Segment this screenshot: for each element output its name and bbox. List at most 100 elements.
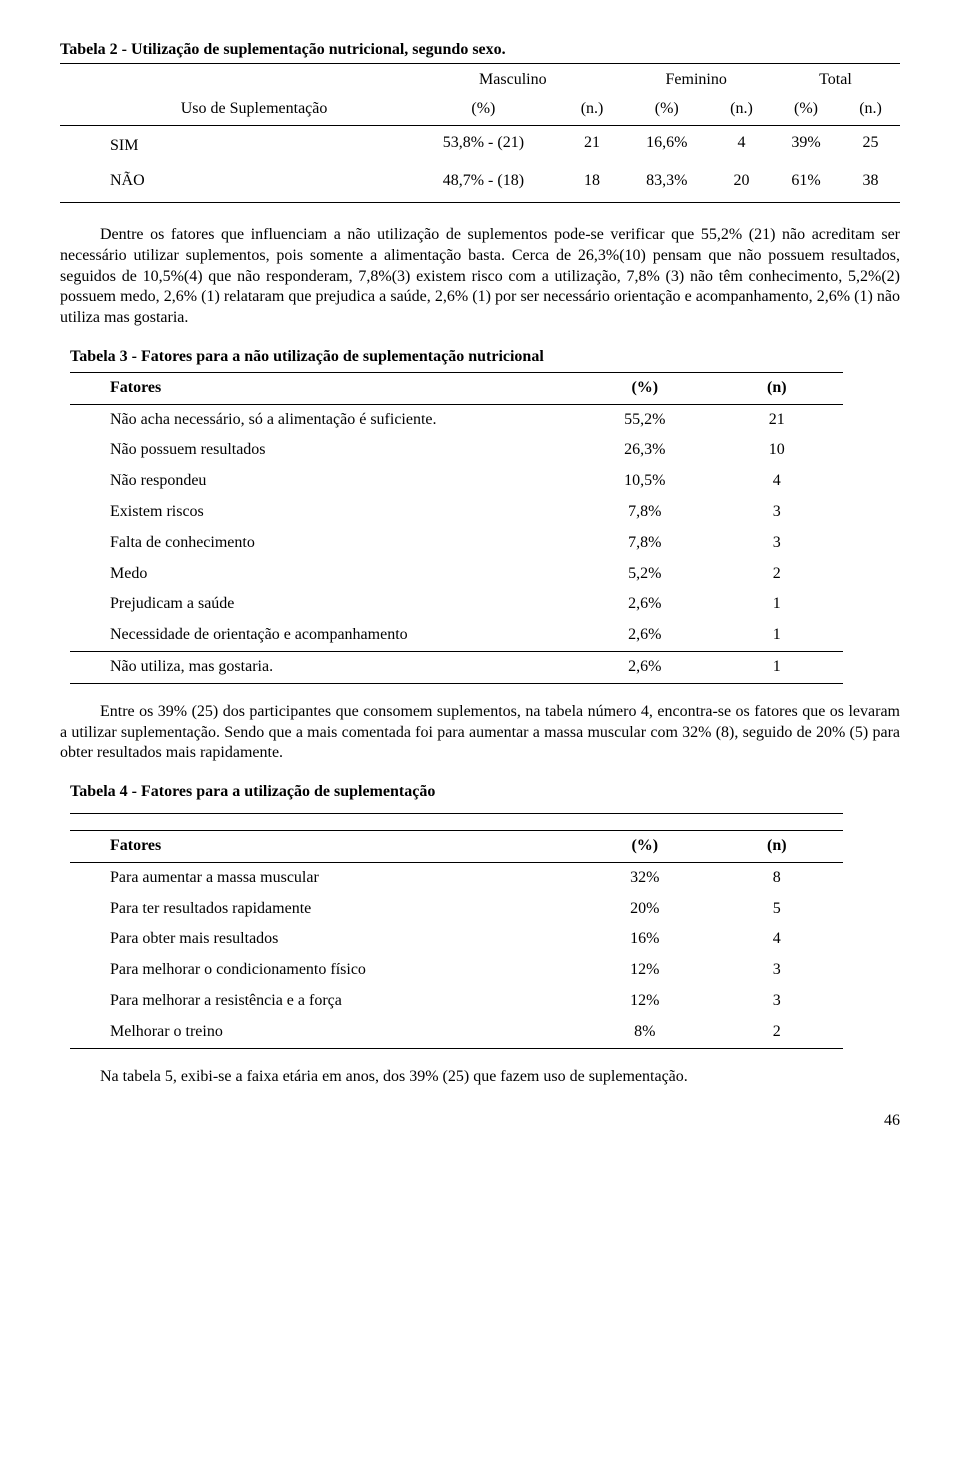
table2-col-total: Total <box>771 63 900 94</box>
table2: Masculino Feminino Total Uso de Suplemen… <box>60 63 900 203</box>
table2-row: SIM 53,8% - (21) 21 16,6% 4 39% 25 <box>60 126 900 161</box>
table2-cell: 39% <box>771 126 841 161</box>
table4-title: Tabela 4 - Fatores para a utilização de … <box>70 782 900 803</box>
table2-sub-n: (n.) <box>712 95 771 126</box>
table4-row-label: Para obter mais resultados <box>70 924 579 955</box>
table3-row-label: Não possuem resultados <box>70 435 579 466</box>
table2-col-masc: Masculino <box>404 63 621 94</box>
table2-rowheader: Uso de Suplementação <box>60 95 404 126</box>
table4-cell-pct: 12% <box>579 955 711 986</box>
table3-row: Falta de conhecimento7,8%3 <box>70 528 843 559</box>
table4-cell-pct: 16% <box>579 924 711 955</box>
table4-cell-pct: 32% <box>579 862 711 893</box>
table2-cell: 61% <box>771 161 841 202</box>
table2-cell: 53,8% - (21) <box>404 126 562 161</box>
table4-cell-n: 2 <box>711 1017 843 1048</box>
table2-sub-pct: (%) <box>621 95 712 126</box>
table4-row-label: Para aumentar a massa muscular <box>70 862 579 893</box>
table3-row: Medo5,2%2 <box>70 559 843 590</box>
table3-row-label: Não acha necessário, só a alimentação é … <box>70 404 579 435</box>
page-number: 46 <box>60 1111 900 1132</box>
table3-row-label: Prejudicam a saúde <box>70 589 579 620</box>
table2-sub-n: (n.) <box>841 95 900 126</box>
table3-cell-n: 1 <box>711 620 843 651</box>
table3-row: Não possuem resultados26,3%10 <box>70 435 843 466</box>
table3-row-label: Medo <box>70 559 579 590</box>
table4-cell-n: 3 <box>711 955 843 986</box>
table3-row-label: Necessidade de orientação e acompanhamen… <box>70 620 579 651</box>
table4-cell-n: 3 <box>711 986 843 1017</box>
table3-row-label: Existem riscos <box>70 497 579 528</box>
table2-row-label: NÃO <box>60 161 404 202</box>
table4-cell-pct: 12% <box>579 986 711 1017</box>
table2-row: NÃO 48,7% - (18) 18 83,3% 20 61% 38 <box>60 161 900 202</box>
table3-cell-pct: 10,5% <box>579 466 711 497</box>
table3-cell-pct: 2,6% <box>579 651 711 683</box>
table2-cell: 20 <box>712 161 771 202</box>
table3-cell-pct: 55,2% <box>579 404 711 435</box>
table3-cell-n: 1 <box>711 589 843 620</box>
table4: Fatores (%) (n) Para aumentar a massa mu… <box>70 813 843 1049</box>
table3-cell-n: 3 <box>711 528 843 559</box>
table2-cell: 16,6% <box>621 126 712 161</box>
table3-cell-pct: 5,2% <box>579 559 711 590</box>
table3-row-label: Não utiliza, mas gostaria. <box>70 651 579 683</box>
table3-row-label: Não respondeu <box>70 466 579 497</box>
table2-cell: 38 <box>841 161 900 202</box>
table4-col-factors: Fatores <box>70 830 579 862</box>
table3-cell-pct: 7,8% <box>579 528 711 559</box>
table2-cell: 18 <box>563 161 622 202</box>
paragraph-3: Na tabela 5, exibi-se a faixa etária em … <box>60 1067 900 1088</box>
table2-row-label: SIM <box>60 126 404 161</box>
table4-row-label: Para ter resultados rapidamente <box>70 894 579 925</box>
table3-row: Necessidade de orientação e acompanhamen… <box>70 620 843 651</box>
table4-row: Para melhorar a resistência e a força12%… <box>70 986 843 1017</box>
table4-row: Para obter mais resultados16%4 <box>70 924 843 955</box>
table3-cell-n: 10 <box>711 435 843 466</box>
table4-col-pct: (%) <box>579 830 711 862</box>
table3-cell-n: 21 <box>711 404 843 435</box>
table3-row: Existem riscos7,8%3 <box>70 497 843 528</box>
table3-cell-pct: 2,6% <box>579 620 711 651</box>
table4-cell-n: 5 <box>711 894 843 925</box>
table3-cell-pct: 2,6% <box>579 589 711 620</box>
table3-col-n: (n) <box>711 372 843 404</box>
table4-cell-n: 8 <box>711 862 843 893</box>
table4-col-n: (n) <box>711 830 843 862</box>
table4-row: Melhorar o treino8%2 <box>70 1017 843 1048</box>
table3-row-label: Falta de conhecimento <box>70 528 579 559</box>
table3-cell-pct: 7,8% <box>579 497 711 528</box>
table3-row: Não respondeu10,5%4 <box>70 466 843 497</box>
table3-row: Não utiliza, mas gostaria.2,6%1 <box>70 651 843 683</box>
table2-title: Tabela 2 - Utilização de suplementação n… <box>60 40 900 61</box>
table2-cell: 83,3% <box>621 161 712 202</box>
table4-cell-pct: 8% <box>579 1017 711 1048</box>
paragraph-1: Dentre os fatores que influenciam a não … <box>60 225 900 329</box>
paragraph-2: Entre os 39% (25) dos participantes que … <box>60 702 900 764</box>
table3-col-factors: Fatores <box>70 372 579 404</box>
table3: Fatores (%) (n) Não acha necessário, só … <box>70 372 843 684</box>
table3-row: Prejudicam a saúde2,6%1 <box>70 589 843 620</box>
table3-col-pct: (%) <box>579 372 711 404</box>
table3-cell-n: 3 <box>711 497 843 528</box>
table3-cell-n: 2 <box>711 559 843 590</box>
table3-cell-pct: 26,3% <box>579 435 711 466</box>
table4-row-label: Para melhorar o condicionamento físico <box>70 955 579 986</box>
table4-row: Para ter resultados rapidamente20%5 <box>70 894 843 925</box>
table2-cell: 48,7% - (18) <box>404 161 562 202</box>
table2-cell: 4 <box>712 126 771 161</box>
table2-col-fem: Feminino <box>621 63 770 94</box>
table4-row-label: Melhorar o treino <box>70 1017 579 1048</box>
table4-row: Para aumentar a massa muscular32%8 <box>70 862 843 893</box>
table3-row: Não acha necessário, só a alimentação é … <box>70 404 843 435</box>
table4-cell-pct: 20% <box>579 894 711 925</box>
table2-sub-pct: (%) <box>771 95 841 126</box>
table2-cell: 25 <box>841 126 900 161</box>
table3-title: Tabela 3 - Fatores para a não utilização… <box>70 347 900 368</box>
table4-row: Para melhorar o condicionamento físico12… <box>70 955 843 986</box>
table4-row-label: Para melhorar a resistência e a força <box>70 986 579 1017</box>
table2-sub-n: (n.) <box>563 95 622 126</box>
table3-cell-n: 4 <box>711 466 843 497</box>
table2-cell: 21 <box>563 126 622 161</box>
table4-cell-n: 4 <box>711 924 843 955</box>
